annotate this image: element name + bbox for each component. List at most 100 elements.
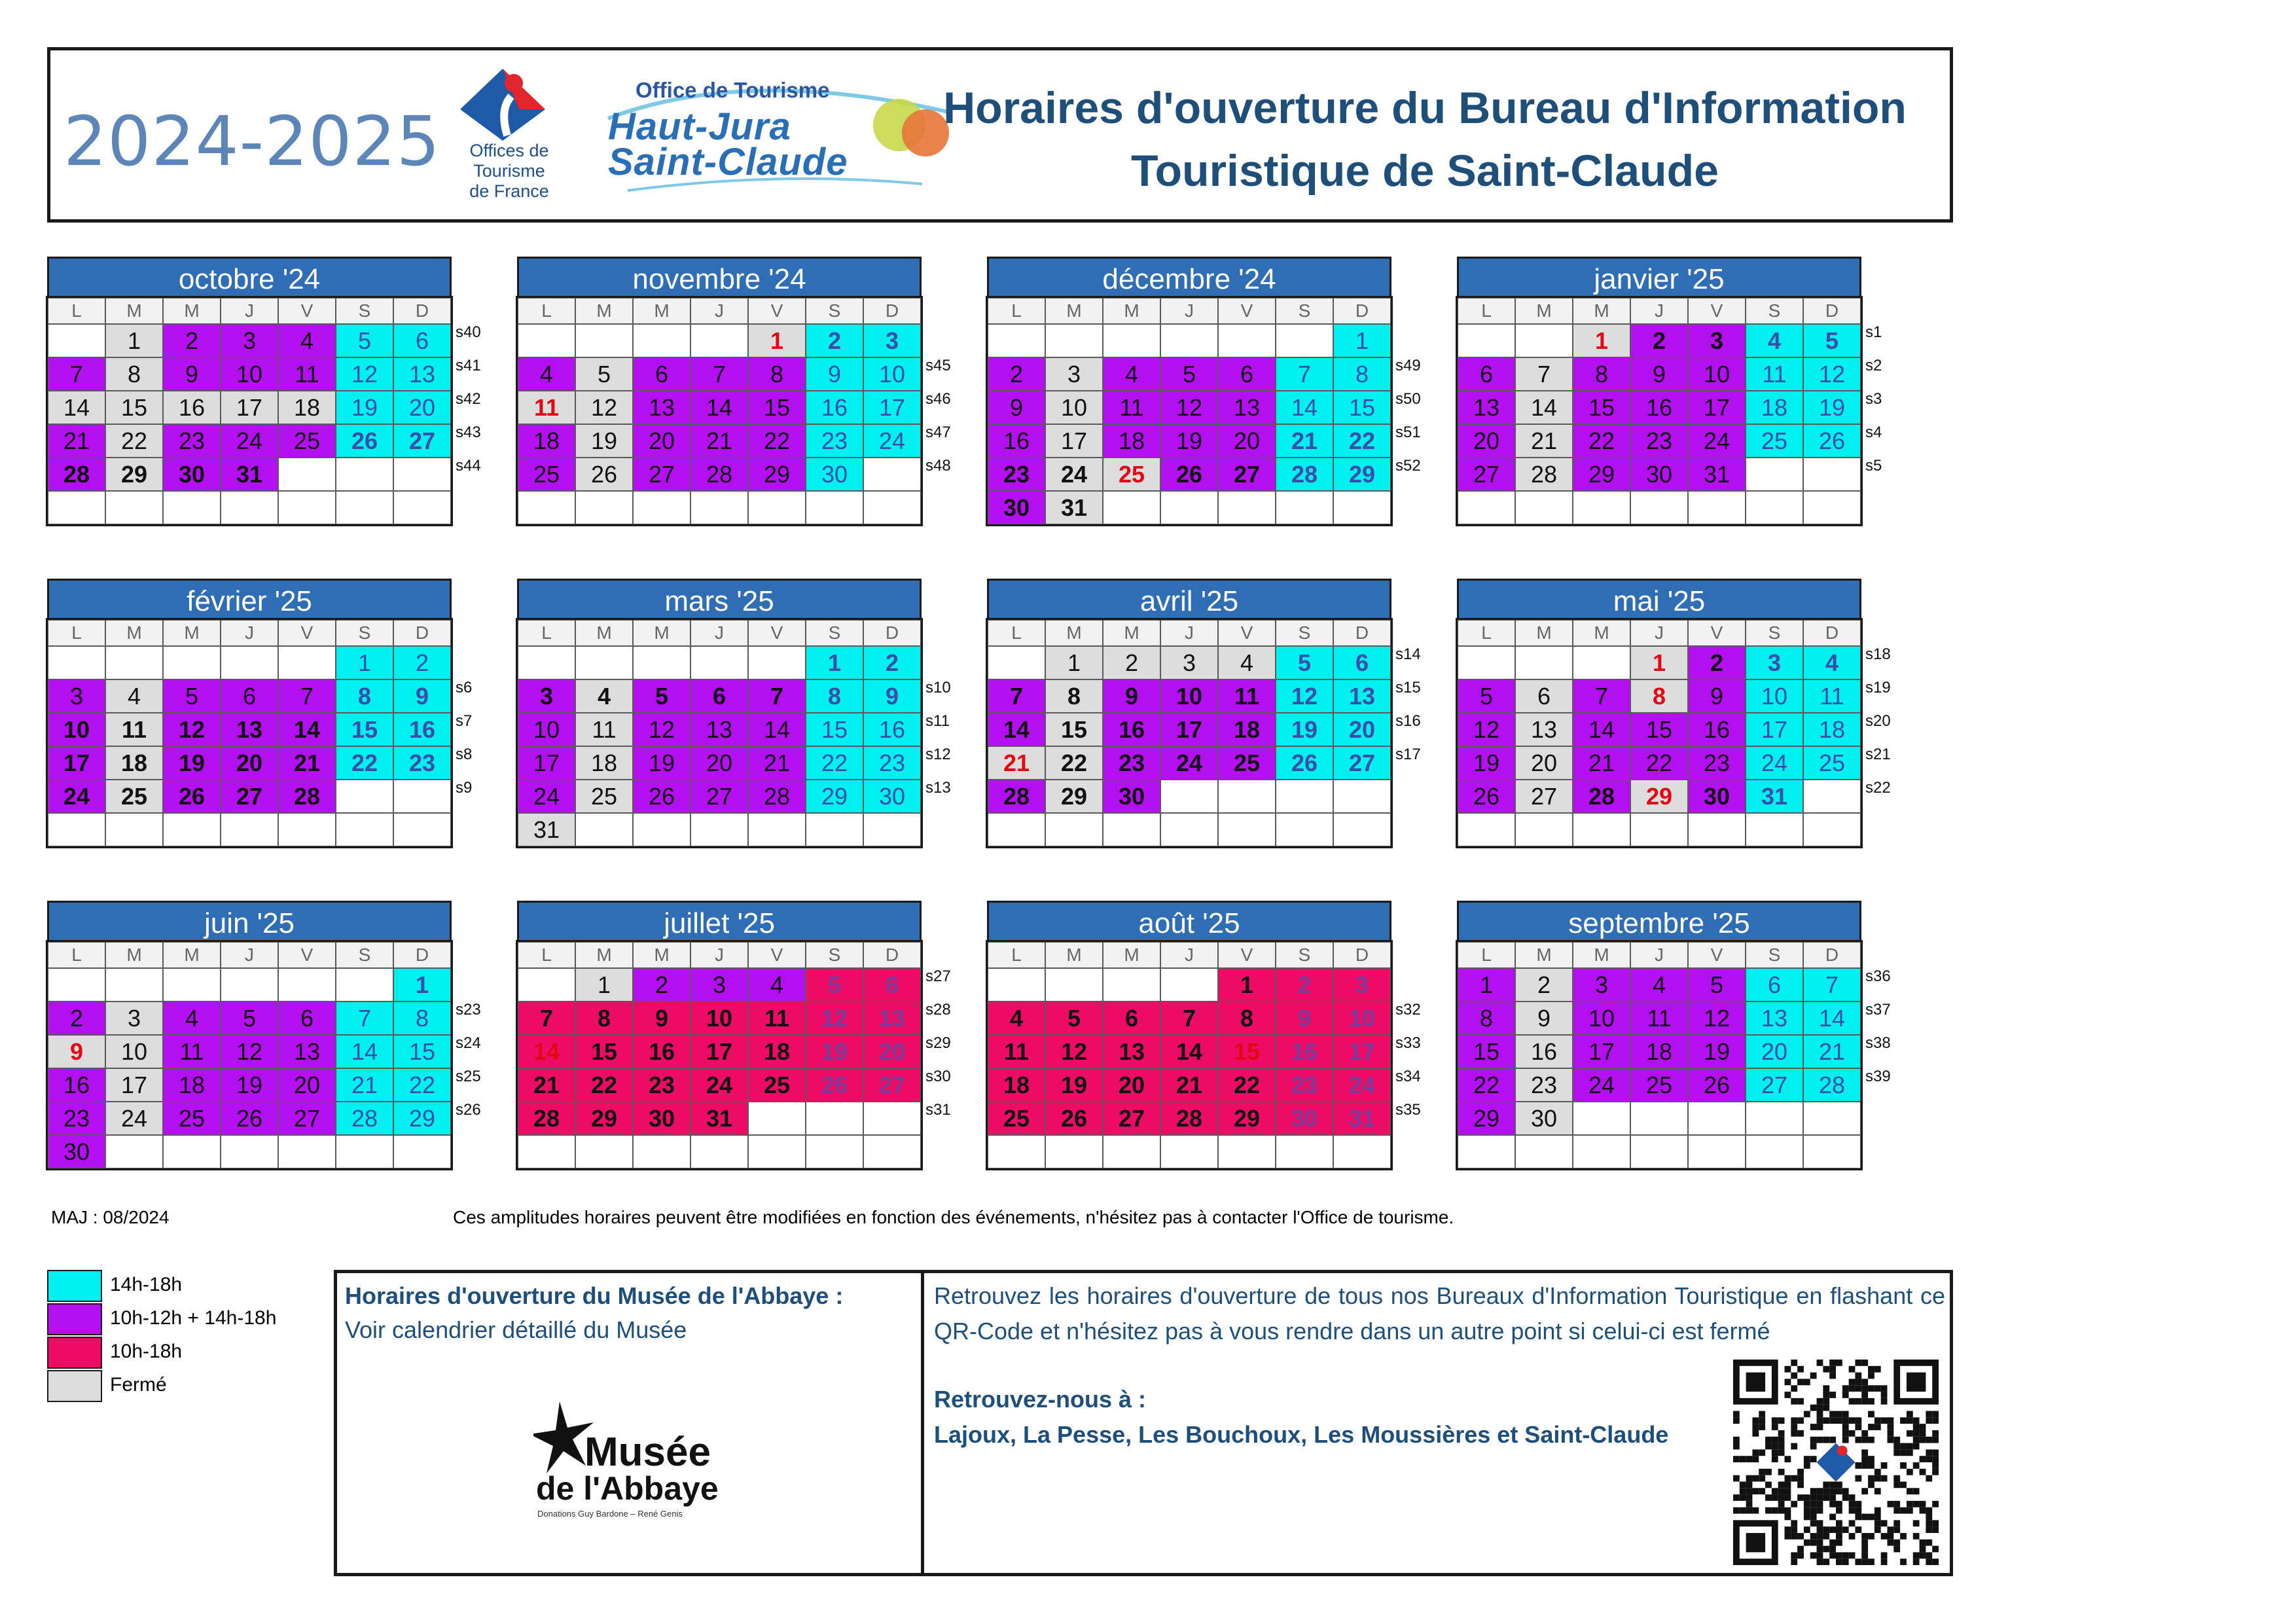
week-row: 23 24 25 26 27 28 29 (987, 457, 1391, 492)
weekday-label: M (632, 297, 691, 325)
month-grid: L M M J V S D 1 2 3 4 5 6 7 8 9 10 11 12 13 14 15 16 17 18 19 20 21… (46, 296, 453, 526)
week-number: s49 (1395, 357, 1421, 374)
empty-cell (220, 1134, 279, 1169)
weekday-label: J (1630, 297, 1689, 325)
day-cell: 20 (1333, 712, 1391, 747)
empty-cell (220, 812, 279, 847)
day-cell: 4 (747, 967, 806, 1002)
empty-cell (1160, 323, 1219, 358)
musee-abbaye-logo: Musée de l'Abbaye Donations Guy Bardone … (529, 1388, 743, 1519)
empty-cell (1217, 779, 1276, 814)
qr-code[interactable] (1731, 1360, 1941, 1565)
weekday-label: M (1102, 619, 1161, 647)
day-cell: 6 (632, 357, 691, 391)
empty-cell (632, 490, 691, 525)
empty-cell (1630, 812, 1689, 847)
otf-emblem-icon (460, 69, 545, 141)
day-cell: 8 (393, 1001, 452, 1036)
empty-cell (1515, 323, 1573, 358)
day-cell: 13 (1745, 1001, 1804, 1036)
month-grid: L M M J V S D 1 2 3 4 5 6 7 8 9 10 11 12 13 14 15 16 17 18 19 20 21… (986, 618, 1393, 848)
day-cell: 31 (690, 1101, 749, 1136)
empty-cell (747, 1101, 806, 1136)
week-row: 4 5 6 7 8 9 10 (517, 357, 922, 391)
day-cell: 29 (393, 1101, 452, 1136)
day-cell: 2 (393, 645, 452, 680)
day-cell: 27 (1102, 1101, 1161, 1136)
day-cell: 12 (632, 712, 691, 747)
day-cell: 18 (1217, 712, 1276, 747)
week-row: 20 21 22 23 24 25 26 (1457, 424, 1861, 458)
weekday-label: M (1572, 297, 1631, 325)
week-row: 24 25 26 27 28 (47, 779, 452, 814)
empty-cell (278, 812, 336, 847)
empty-cell (1630, 490, 1689, 525)
day-cell: 12 (1045, 1034, 1103, 1069)
day-cell: 12 (1687, 1001, 1746, 1036)
week-number: s25 (456, 1068, 481, 1085)
day-cell: 9 (1687, 679, 1746, 713)
day-cell: 23 (1275, 1068, 1334, 1102)
weekday-label: D (1803, 619, 1861, 647)
day-cell: 21 (1803, 1034, 1861, 1069)
day-cell: 13 (632, 390, 691, 425)
empty-cell (747, 645, 806, 680)
week-number: s51 (1395, 424, 1421, 441)
day-cell: 7 (1275, 357, 1334, 391)
day-cell: 21 (47, 424, 106, 458)
day-cell: 16 (47, 1068, 106, 1102)
day-cell: 24 (1333, 1068, 1391, 1102)
day-cell: 23 (393, 746, 452, 780)
weekday-label: V (1217, 619, 1276, 647)
otf-logo-text: Offices de Tourisme de France (469, 141, 549, 201)
empty-cell (1160, 1134, 1219, 1169)
day-cell: 27 (278, 1101, 336, 1136)
day-cell: 23 (987, 457, 1046, 492)
day-cell: 26 (575, 457, 634, 492)
weekday-label: M (575, 941, 634, 969)
day-cell: 6 (1102, 1001, 1161, 1036)
day-cell: 21 (747, 746, 806, 780)
weekday-label: S (1745, 619, 1804, 647)
legend-swatch-cyan (47, 1270, 102, 1302)
day-cell: 2 (1630, 323, 1689, 358)
day-cell: 17 (1572, 1034, 1631, 1069)
month-calendar: avril '25 L M M J V S D 1 2 3 4 5 6 7 8 9 10 11 12 13 14 15 16 1… (986, 579, 1393, 848)
day-cell: 26 (1160, 457, 1219, 492)
office-logo-line1: Office de Tourisme (636, 78, 830, 102)
week-row: 7 8 9 10 11 12 13 (987, 679, 1391, 713)
day-cell: 1 (1045, 645, 1103, 680)
weekday-label: J (690, 941, 749, 969)
weekday-label: L (517, 941, 576, 969)
day-cell: 17 (1745, 712, 1804, 747)
day-cell: 12 (1457, 712, 1516, 747)
month-calendar: septembre '25 L M M J V S D 1 2 3 4 5 6 7 8 9 10 11 12 13 14 1… (1456, 901, 1863, 1170)
empty-cell (1687, 812, 1746, 847)
museum-calendar-link[interactable]: Voir calendrier détaillé du Musée (345, 1316, 687, 1343)
day-cell: 18 (1630, 1034, 1689, 1069)
week-row: 30 31 (987, 490, 1391, 525)
day-cell: 1 (575, 967, 634, 1002)
day-cell: 5 (632, 679, 691, 713)
day-cell: 3 (1333, 967, 1391, 1002)
month-title: juillet '25 (517, 901, 922, 941)
weekday-label: D (1333, 941, 1391, 969)
day-cell: 18 (1745, 390, 1804, 425)
weekday-label: J (220, 941, 279, 969)
day-cell: 1 (335, 645, 394, 680)
day-cell: 18 (162, 1068, 221, 1102)
day-cell: 16 (1687, 712, 1746, 747)
empty-cell (575, 812, 634, 847)
day-cell: 5 (162, 679, 221, 713)
day-cell: 28 (987, 779, 1046, 814)
week-row: 30 (47, 1134, 452, 1169)
empty-cell (1803, 457, 1861, 492)
week-number: s47 (925, 424, 951, 441)
week-number: s33 (1395, 1034, 1421, 1052)
empty-cell (1275, 779, 1334, 814)
empty-cell (1572, 812, 1631, 847)
day-cell: 13 (1457, 390, 1516, 425)
